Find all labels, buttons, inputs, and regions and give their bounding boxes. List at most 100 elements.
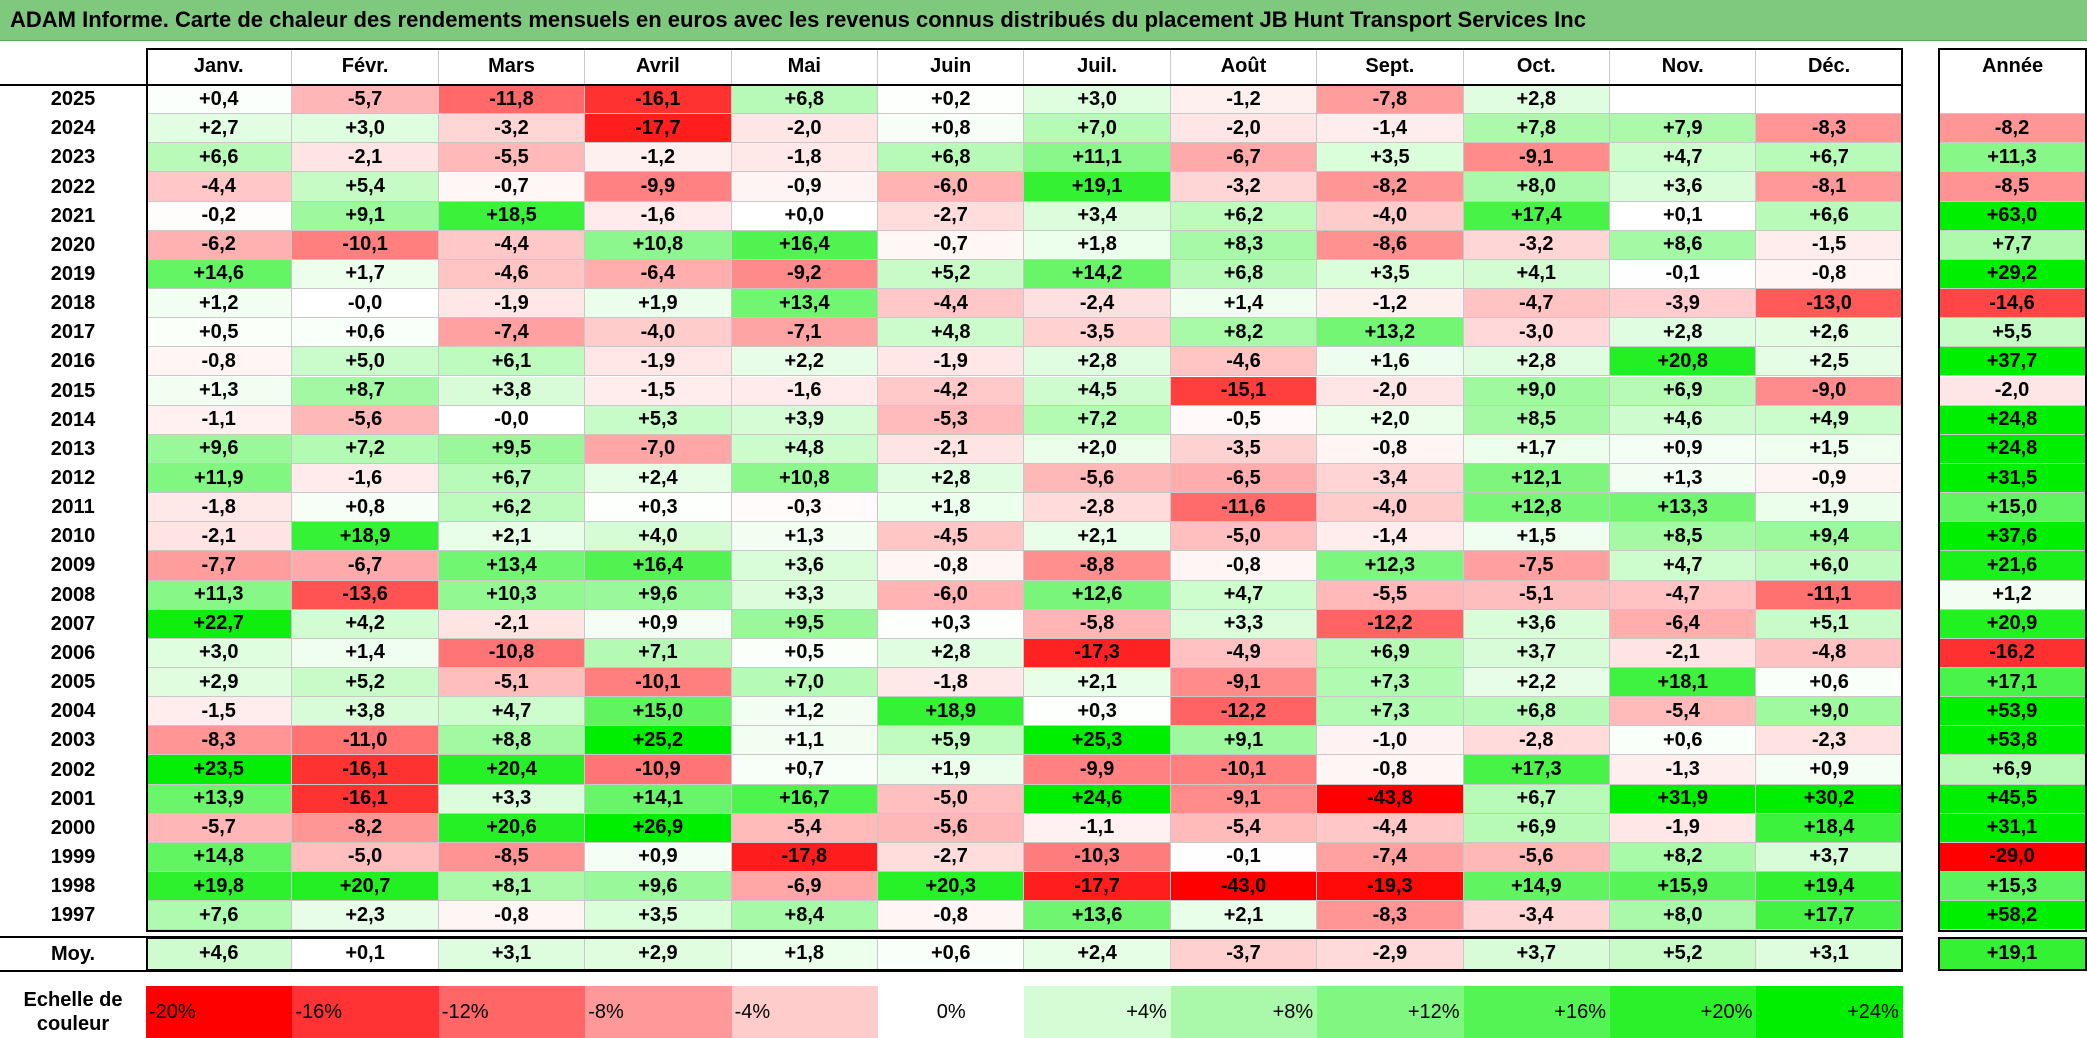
heatmap-cell: +0,6 xyxy=(1610,726,1757,756)
heatmap-cell: -1,2 xyxy=(1170,85,1318,115)
heatmap-cell: -5,6 xyxy=(1463,842,1610,873)
heatmap-cell: +4,8 xyxy=(878,318,1025,348)
title-bar: ADAM Informe. Carte de chaleur des rende… xyxy=(0,0,2087,41)
heatmap-cell: +6,6 xyxy=(146,143,293,173)
heatmap-cell: -7,1 xyxy=(731,318,878,348)
heatmap-cell: +0,6 xyxy=(1756,668,1903,698)
heatmap-cell: -1,6 xyxy=(292,463,439,494)
heatmap-cell: +9,6 xyxy=(585,580,732,610)
heatmap-cell: +4,0 xyxy=(585,522,732,552)
average-cell: +4,6 xyxy=(146,938,293,971)
heatmap-cell: -10,1 xyxy=(1170,755,1318,785)
heatmap-cell: +1,3 xyxy=(146,376,293,406)
scale-swatch: +4% xyxy=(1024,986,1171,1038)
annual-cell: -29,0 xyxy=(1938,842,2087,873)
heatmap-cell: +3,3 xyxy=(1170,609,1318,639)
heatmap-cell: +14,9 xyxy=(1463,872,1610,902)
heatmap-cell: -0,7 xyxy=(438,172,586,202)
heatmap-cell: +5,2 xyxy=(878,259,1025,290)
heatmap-cell: +14,6 xyxy=(146,259,293,290)
heatmap-cell: -2,1 xyxy=(438,609,586,639)
heatmap-cell: -4,7 xyxy=(1463,289,1610,319)
annual-cell: -14,6 xyxy=(1938,289,2087,319)
heatmap-cell: +13,4 xyxy=(731,289,878,319)
heatmap-cell: -9,1 xyxy=(1170,784,1318,814)
heatmap-cell: +0,0 xyxy=(731,201,878,231)
heatmap-cell: -43,0 xyxy=(1170,872,1318,902)
row-year-label: 2005 xyxy=(0,668,146,698)
average-cell: +2,9 xyxy=(585,938,732,971)
annual-cell xyxy=(1938,85,2087,115)
heatmap-cell: -13,6 xyxy=(292,580,439,610)
heatmap-cell: +0,5 xyxy=(731,638,878,668)
heatmap-cell: -3,0 xyxy=(1463,318,1610,348)
annual-header: Année xyxy=(1938,48,2087,85)
row-year-label: 2013 xyxy=(0,434,146,464)
heatmap-cell: +8,2 xyxy=(1610,842,1757,873)
heatmap-cell: +3,4 xyxy=(1024,201,1171,231)
heatmap-cell: -17,7 xyxy=(585,114,732,144)
heatmap-cell: +2,4 xyxy=(585,463,732,494)
heatmap-cell: +6,9 xyxy=(1317,638,1464,668)
row-year-label: 2006 xyxy=(0,638,146,668)
row-year-label: 2007 xyxy=(0,609,146,639)
average-cell: +3,1 xyxy=(1756,938,1903,971)
heatmap-cell: +10,8 xyxy=(585,230,732,260)
heatmap-cell: +1,3 xyxy=(731,522,878,552)
heatmap-cell: -8,3 xyxy=(1756,114,1903,144)
heatmap-cell: -5,0 xyxy=(1170,522,1318,552)
heatmap-cell: -5,0 xyxy=(292,842,439,873)
heatmap-cell: +1,6 xyxy=(1317,347,1464,377)
heatmap-cell: +3,5 xyxy=(585,901,732,931)
heatmap-cell: +13,2 xyxy=(1317,318,1464,348)
heatmap-cell: +6,7 xyxy=(1756,143,1903,173)
row-year-label: 2002 xyxy=(0,755,146,785)
heatmap-cell: -8,5 xyxy=(438,842,586,873)
row-year-label: 2021 xyxy=(0,201,146,231)
heatmap-cell: -0,8 xyxy=(878,551,1025,581)
column-header: Sept. xyxy=(1317,48,1464,85)
heatmap-cell: +4,7 xyxy=(1610,551,1757,581)
heatmap-cell: +13,4 xyxy=(438,551,586,581)
column-header: Janv. xyxy=(146,48,293,85)
row-year-label: 2023 xyxy=(0,143,146,173)
heatmap-cell: -8,3 xyxy=(146,726,293,756)
heatmap-cell: +3,6 xyxy=(731,551,878,581)
heatmap-cell: -4,2 xyxy=(878,376,1025,406)
heatmap-cell: +0,8 xyxy=(292,493,439,523)
heatmap-cell: -7,4 xyxy=(438,318,586,348)
annual-cell: +20,9 xyxy=(1938,609,2087,639)
heatmap-cell: -7,4 xyxy=(1317,842,1464,873)
heatmap-cell: +20,7 xyxy=(292,872,439,902)
average-annual-cell: +19,1 xyxy=(1938,938,2087,971)
heatmap-cell: -2,7 xyxy=(878,201,1025,231)
heatmap-cell: -4,0 xyxy=(1317,201,1464,231)
heatmap-cell: +24,6 xyxy=(1024,784,1171,814)
row-year-label: 2008 xyxy=(0,580,146,610)
heatmap-cell: +2,2 xyxy=(731,347,878,377)
heatmap-cell: +4,8 xyxy=(731,434,878,464)
heatmap-cell: -5,7 xyxy=(146,813,293,843)
heatmap-cell: +11,1 xyxy=(1024,143,1171,173)
heatmap-cell: +12,6 xyxy=(1024,580,1171,610)
heatmap-cell: -5,4 xyxy=(1610,697,1757,727)
heatmap-cell: -7,5 xyxy=(1463,551,1610,581)
heatmap-cell: -1,6 xyxy=(731,376,878,406)
heatmap-cell: -0,2 xyxy=(146,201,293,231)
row-year-label: 2016 xyxy=(0,347,146,377)
heatmap-cell: -8,2 xyxy=(292,813,439,843)
heatmap-cell: +8,5 xyxy=(1610,522,1757,552)
annual-cell: -16,2 xyxy=(1938,638,2087,668)
heatmap-cell: +8,6 xyxy=(1610,230,1757,260)
heatmap-cell: +8,4 xyxy=(731,901,878,931)
heatmap-cell: -5,1 xyxy=(1463,580,1610,610)
heatmap-cell: -5,7 xyxy=(292,85,439,115)
heatmap-cell: +9,6 xyxy=(146,434,293,464)
heatmap-cell: -9,0 xyxy=(1756,376,1903,406)
heatmap-cell: -5,1 xyxy=(438,668,586,698)
heatmap-cell: +16,4 xyxy=(731,230,878,260)
heatmap-cell: +17,3 xyxy=(1463,755,1610,785)
heatmap-cell: +4,7 xyxy=(1610,143,1757,173)
heatmap-cell: +0,9 xyxy=(585,609,732,639)
heatmap-cell: +3,5 xyxy=(1317,143,1464,173)
